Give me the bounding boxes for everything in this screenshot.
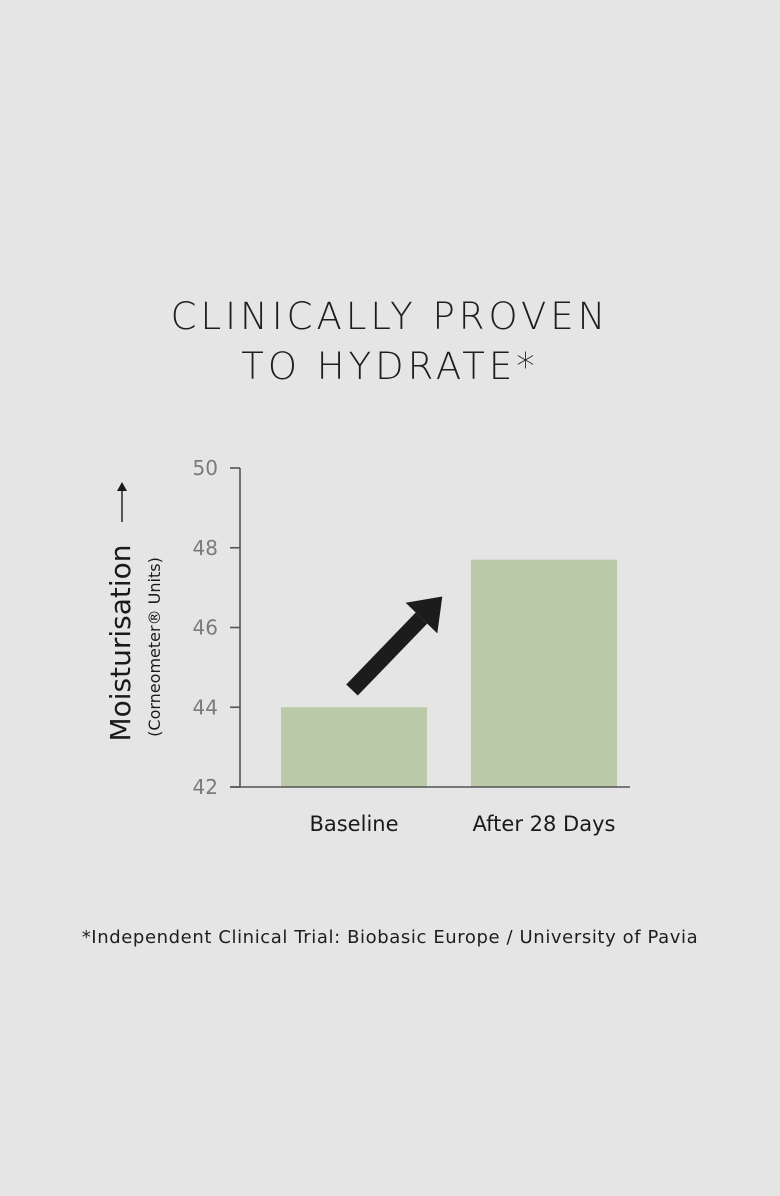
trend-arrow-icon bbox=[346, 596, 443, 696]
y-ticks-group: 42 44 46 48 50 bbox=[193, 456, 240, 799]
y-axis-up-arrow-icon bbox=[117, 482, 127, 522]
title-line-1: CLINICALLY PROVEN bbox=[170, 295, 610, 338]
y-axis-sublabel: (Corneometer® Units) bbox=[145, 557, 164, 737]
x-category-label: Baseline bbox=[309, 812, 398, 836]
title-line-2: TO HYDRATE* bbox=[241, 345, 539, 388]
y-tick-label: 46 bbox=[193, 616, 218, 640]
x-category-label: After 28 Days bbox=[473, 812, 616, 836]
bars-group bbox=[281, 559, 617, 787]
y-tick-label: 48 bbox=[193, 536, 218, 560]
chart-title: CLINICALLY PROVEN TO HYDRATE* bbox=[0, 292, 780, 392]
x-categories-group: Baseline After 28 Days bbox=[309, 812, 615, 836]
bar-after-28-days bbox=[471, 559, 617, 787]
bar-baseline bbox=[281, 707, 427, 787]
y-tick-label: 44 bbox=[193, 695, 218, 719]
footnote: *Independent Clinical Trial: Biobasic Eu… bbox=[81, 927, 699, 948]
y-tick-label: 50 bbox=[193, 456, 218, 480]
y-tick-label: 42 bbox=[193, 775, 218, 799]
y-axis-label: Moisturisation bbox=[104, 544, 137, 741]
